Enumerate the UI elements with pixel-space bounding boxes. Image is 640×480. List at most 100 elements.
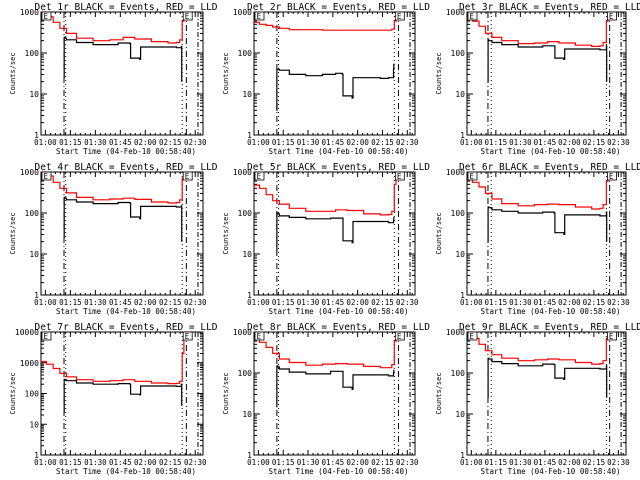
panel-title: Det 4r BLACK = Events, RED = LLD [34, 162, 217, 173]
x-tick-label: 02:00 [558, 298, 581, 307]
x-tick-label: 02:15 [159, 458, 182, 467]
panel-det-6: Det 6r BLACK = Events, RED = LLD 1 10 100 10… [435, 162, 640, 316]
eclipse-flag-box [467, 171, 478, 181]
x-tick-label: 02:30 [607, 138, 630, 147]
x-tick-label: 02:15 [159, 298, 182, 307]
panel-title: Det 3r BLACK = Events, RED = LLD [459, 2, 640, 13]
y-tick-label: 10 [242, 90, 252, 99]
eclipse-flag-label: E [185, 172, 190, 181]
x-tick-label: 01:30 [297, 458, 320, 467]
y-tick-label: 1000 [20, 8, 39, 17]
plot-frame [466, 171, 627, 296]
x-tick-label: 01:45 [322, 458, 345, 467]
x-tick-label: 01:00 [247, 458, 270, 467]
eclipse-flag-label: E [397, 332, 402, 341]
y-tick-label: 1000 [233, 8, 252, 17]
x-tick-label: 01:30 [84, 458, 107, 467]
y-tick-label: 1 [247, 291, 252, 300]
eclipse-flag-label: E [257, 332, 262, 341]
x-tick-label: 02:15 [159, 138, 182, 147]
eclipse-flag-box [41, 11, 52, 21]
y-tick-label: 100 [25, 209, 40, 218]
x-tick-label: 01:00 [460, 138, 483, 147]
panel-det-8: Det 8r BLACK = Events, RED = LLD 1 10 100 10… [222, 322, 430, 476]
eclipse-flag-label: E [609, 172, 614, 181]
events-series-line [276, 365, 395, 408]
panel-det-2: Det 2r BLACK = Events, RED = LLD 1 10 100 10… [222, 2, 430, 156]
y-tick-label: 10000 [15, 328, 39, 337]
eclipse-flag-box [394, 11, 405, 21]
x-tick-label: 01:15 [59, 458, 82, 467]
x-tick-label: 02:30 [396, 458, 419, 467]
y-tick-label: 10 [29, 250, 39, 259]
plot-frame [253, 331, 416, 456]
x-tick-label: 02:00 [346, 138, 369, 147]
x-tick-label: 01:30 [84, 138, 107, 147]
eclipse-flag-label: E [470, 332, 475, 341]
x-tick-label: 02:30 [607, 458, 630, 467]
plot-frame [466, 11, 627, 136]
eclipse-flag-box [606, 331, 617, 341]
eclipse-flag-label: E [470, 172, 475, 181]
lld-series-line [467, 12, 609, 47]
x-tick-label: 01:45 [322, 298, 345, 307]
eclipse-flag-box [467, 11, 478, 21]
x-tick-label: 01:45 [534, 298, 557, 307]
x-tick-label: 02:00 [346, 298, 369, 307]
panel-det-1: Det 1r BLACK = Events, RED = LLD 1 10 100 10… [9, 2, 218, 156]
x-tick-label: 02:15 [371, 298, 394, 307]
x-tick-label: 01:00 [460, 298, 483, 307]
y-tick-label: 1000 [20, 359, 39, 368]
x-tick-label: 01:30 [84, 298, 107, 307]
x-tick-label: 01:45 [534, 458, 557, 467]
x-tick-label: 02:15 [371, 458, 394, 467]
eclipse-flag-label: E [609, 12, 614, 21]
x-tick-label: 01:00 [247, 298, 270, 307]
y-tick-label: 1000 [233, 168, 252, 177]
x-tick-label: 01:30 [509, 458, 532, 467]
x-tick-label: 01:00 [34, 298, 57, 307]
eclipse-flag-box [254, 11, 265, 21]
x-tick-label: 02:30 [184, 458, 207, 467]
eclipse-flag-box [394, 331, 405, 341]
y-tick-label: 100 [451, 49, 466, 58]
eclipse-flag-box [182, 11, 193, 21]
eclipse-flag-label: E [185, 12, 190, 21]
y-tick-label: 1 [34, 291, 39, 300]
y-tick-label: 100 [451, 369, 466, 378]
y-axis-label: Counts/sec [435, 212, 443, 254]
lld-series-line [467, 331, 609, 365]
eclipse-flag-label: E [44, 172, 49, 181]
x-tick-label: 02:30 [396, 298, 419, 307]
events-series-line [63, 196, 183, 242]
x-tick-label: 02:30 [184, 138, 207, 147]
x-tick-label: 02:30 [184, 298, 207, 307]
events-series-line [276, 63, 395, 111]
panel-det-3: Det 3r BLACK = Events, RED = LLD 1 10 100 10… [435, 2, 640, 156]
y-tick-label: 1 [247, 131, 252, 140]
x-tick-label: 02:00 [558, 138, 581, 147]
y-tick-label: 1000 [233, 328, 252, 337]
eclipse-flag-box [182, 171, 193, 181]
eclipse-flag-box [254, 171, 265, 181]
y-tick-label: 1 [34, 451, 39, 460]
x-tick-label: 01:30 [297, 138, 320, 147]
x-axis-label: Start Time (04-Feb-10 00:58:40) [56, 147, 196, 156]
x-tick-label: 02:15 [371, 138, 394, 147]
y-axis-label: Counts/sec [9, 212, 17, 254]
x-axis-label: Start Time (04-Feb-10 00:58:40) [481, 307, 621, 316]
y-tick-label: 1 [460, 131, 465, 140]
eclipse-flag-label: E [257, 12, 262, 21]
plot-frame [40, 171, 204, 296]
x-tick-label: 01:15 [272, 298, 295, 307]
y-tick-label: 1 [34, 131, 39, 140]
x-tick-label: 02:15 [583, 458, 606, 467]
y-tick-label: 10 [29, 90, 39, 99]
x-tick-label: 02:00 [134, 138, 157, 147]
x-tick-label: 01:00 [460, 458, 483, 467]
eclipse-flag-box [182, 331, 193, 341]
lld-series-line [254, 12, 397, 31]
y-tick-label: 100 [238, 369, 253, 378]
x-tick-label: 01:00 [34, 138, 57, 147]
